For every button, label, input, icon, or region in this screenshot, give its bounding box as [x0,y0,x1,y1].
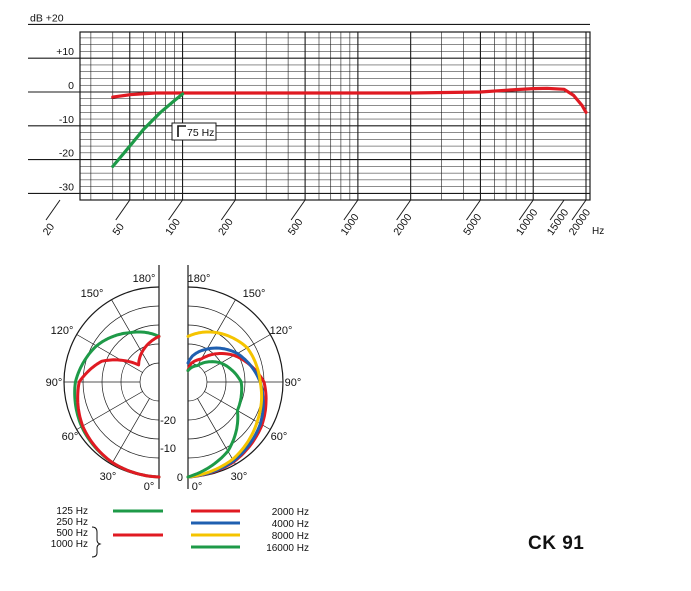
fr-x-tick-label: 100 [163,216,183,237]
fr-curve-main [111,86,588,114]
fr-y-tick-label: 0 [68,80,74,92]
fr-x-tick-label: 15000 [545,207,572,238]
polar-angle-label-right: 90° [285,377,302,389]
polar-angle-label-right: 120° [270,325,293,337]
polar-right-radial [197,398,236,465]
fr-x-tick [168,199,183,221]
fr-x-tick [290,199,306,221]
polar-angle-label-left: 150° [81,288,104,300]
polar-angle-label-right: 150° [243,288,266,300]
fr-x-tick-label: 50 [110,221,127,238]
polar-db-label: 0 [177,472,183,484]
legend-brace [91,526,102,558]
model-name: CK 91 [528,533,585,554]
fr-x-tick [396,199,412,221]
legend-right-label: 16000 Hz [266,543,309,554]
fr-x-axis-unit: Hz [592,226,604,237]
fr-x-tick [45,199,61,221]
fr-x-tick-label: 500 [286,216,306,237]
fr-x-tick-label: 200 [216,216,236,237]
legend-left-label: 125 Hz [56,506,88,517]
polar-left-radial [111,398,150,465]
polar-angle-label-right: 0° [192,481,203,493]
fr-x-tick [220,199,236,221]
polar-angle-label-left: 180° [133,273,156,285]
fr-x-tick-label: 10000 [514,207,541,238]
fr-x-tick [466,199,481,221]
legend-left-label: 250 Hz [56,517,88,528]
polar-angle-label-left: 0° [144,481,155,493]
fr-x-tick-label: 1000 [339,212,362,238]
polar-right-curve [186,360,244,479]
fr-curve-lowcut [111,92,185,168]
fr-x-tick-label: 2000 [391,212,414,238]
fr-x-tick-label: 20000 [567,207,594,238]
fr-x-tick-label: 5000 [461,212,484,238]
polar-angle-label-left: 90° [46,377,63,389]
polar-left-ring [139,362,160,402]
polar-left-curve [76,334,161,479]
fr-x-tick [549,199,565,221]
polar-angle-label-right: 180° [188,273,211,285]
polar-db-label: -10 [160,443,176,455]
polar-pattern-chart: 0° 0° 30° 30° 60° 60° 90° 90° 120° 120° 150° 150° 18… [46,265,302,493]
fr-x-tick-label: 20 [41,221,58,238]
fr-y-tick-label: -20 [59,148,74,160]
fr-x-tick [343,199,359,221]
polar-angle-label-right: 60° [271,431,288,443]
fr-annotation-label: 75 Hz [187,127,214,139]
fr-frame [79,31,591,201]
legend-left-label: 500 Hz [56,528,88,539]
legend-right-label: 8000 Hz [272,531,309,542]
polar-angle-label-right: 30° [231,471,248,483]
lowcut-symbol-icon [177,125,186,137]
fr-y-tick-label: -30 [59,181,74,193]
polar-left-radial [76,391,143,430]
fr-y-tick-label: +10 [56,46,74,58]
frequency-response-chart: dB +20 +10 0 -10 -20 -30 20 50 100 200 500 1000 2000… [28,12,604,238]
polar-angle-label-left: 30° [100,471,117,483]
legend-right-label: 4000 Hz [272,519,309,530]
polar-right-curve [186,346,265,479]
fr-y-tick-label: dB +20 [30,12,64,24]
legend-right-label: 2000 Hz [272,507,309,518]
fr-annotation-box [171,122,217,141]
fr-x-tick [115,199,131,221]
fr-x-tick [571,199,587,221]
polar-left-radial [76,334,143,373]
polar-angle-label-left: 120° [51,325,74,337]
fr-x-tick [518,199,534,221]
polar-right-curve [186,330,264,479]
polar-angle-label-left: 60° [62,431,79,443]
polar-db-label: -20 [160,415,176,427]
fr-y-tick-label: -10 [59,114,74,126]
legend-left-label: 1000 Hz [51,539,88,550]
